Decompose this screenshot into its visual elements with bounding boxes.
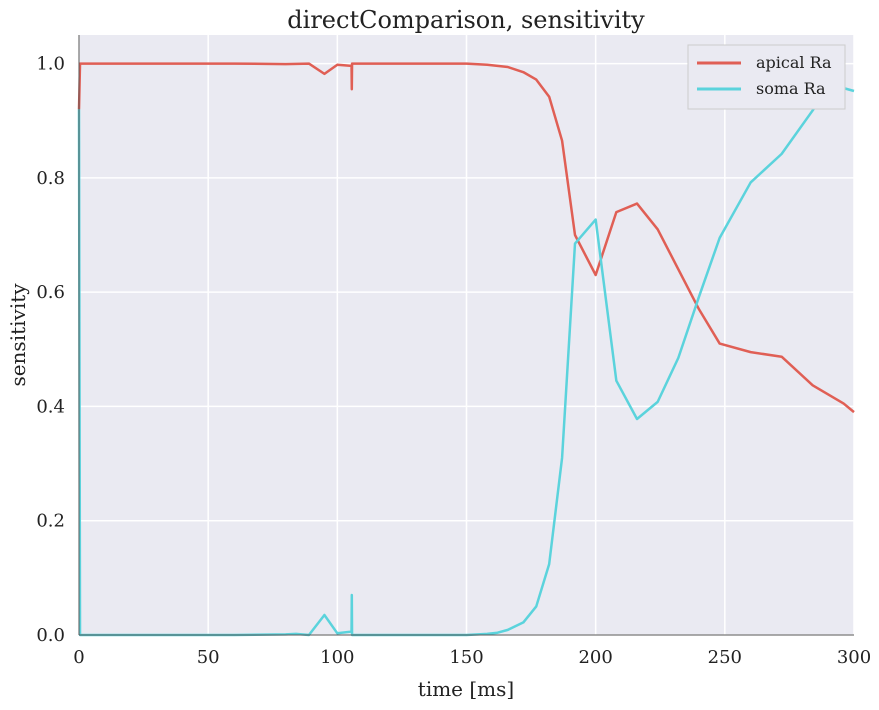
y-tick-label-4: 0.8 [36, 168, 65, 189]
y-tick-labels: 0.0 0.2 0.4 0.6 0.8 1.0 [36, 54, 65, 646]
series-line-soma-ra [77, 85, 855, 637]
x-tick-label-1: 50 [197, 647, 220, 668]
x-tick-label-6: 300 [837, 647, 871, 668]
x-tick-labels: 0 50 100 150 200 250 300 [73, 647, 871, 668]
y-tick-label-2: 0.4 [36, 396, 65, 417]
y-tick-label-1: 0.2 [36, 511, 65, 532]
chart-title: directComparison, sensitivity [287, 6, 645, 34]
series-line-apical-ra [77, 62, 855, 414]
y-tick-label-5: 1.0 [36, 54, 65, 75]
x-tick-label-3: 150 [449, 647, 483, 668]
y-tick-label-0: 0.0 [36, 625, 65, 646]
series-lines [77, 62, 855, 637]
x-tick-label-2: 100 [320, 647, 354, 668]
x-tick-label-5: 250 [708, 647, 742, 668]
legend-label-apical-ra: apical Ra [756, 53, 832, 72]
x-tick-label-4: 200 [578, 647, 612, 668]
x-tick-label-0: 0 [73, 647, 84, 668]
legend-box [687, 44, 846, 110]
y-tick-label-3: 0.6 [36, 282, 65, 303]
y-axis-label: sensitivity [6, 283, 30, 387]
legend-label-soma-ra: soma Ra [756, 79, 826, 98]
legend: apical Ra soma Ra [687, 44, 846, 110]
x-axis-label: time [ms] [418, 677, 514, 701]
